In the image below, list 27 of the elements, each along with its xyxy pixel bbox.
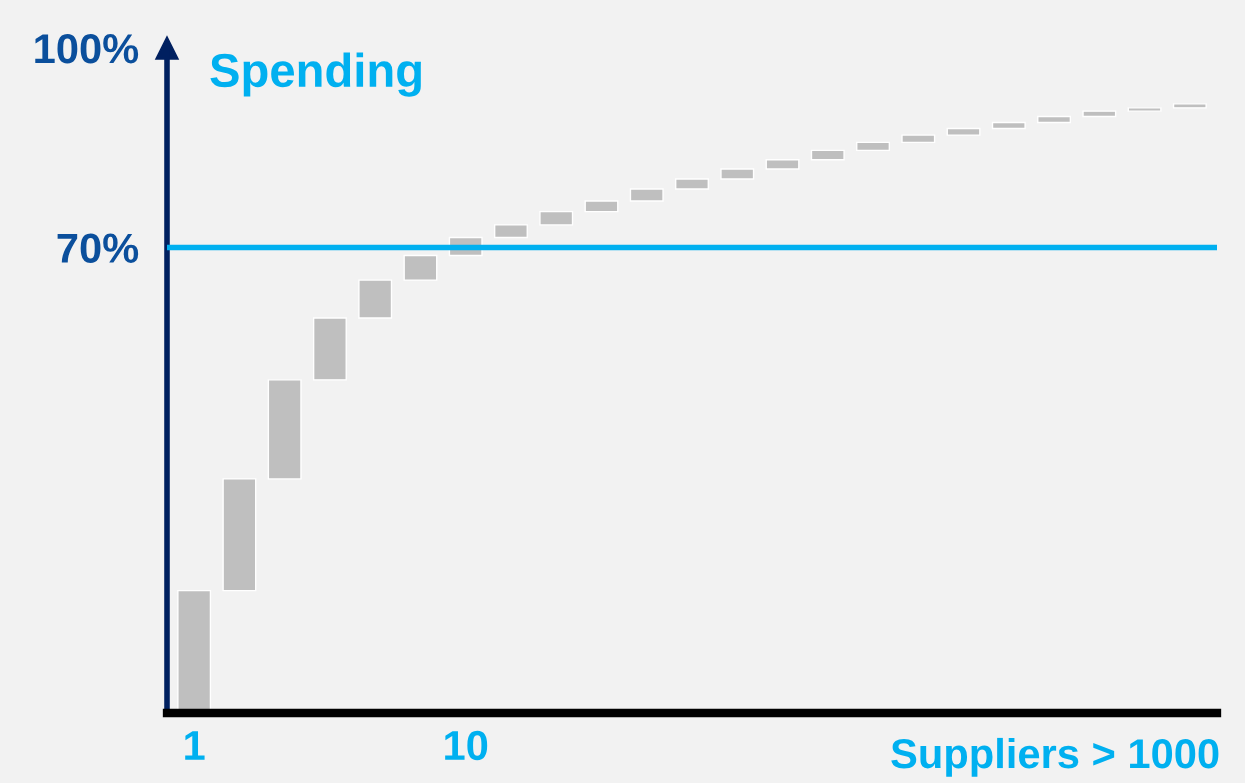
bar [358,279,393,319]
bar [493,224,528,239]
bar [1172,103,1207,109]
bar [765,159,800,170]
bar [1127,107,1162,112]
x-tick-label: 1 [185,731,205,760]
bar [1082,110,1117,118]
x-tick-label: 10 [445,730,488,761]
bar [312,317,347,381]
bar [856,141,891,152]
x-axis-title: Suppliers > 1000 [891,737,1219,777]
bar [720,168,755,180]
bar [1037,115,1072,124]
bar [629,188,664,202]
bar [539,210,574,226]
bar [901,134,936,144]
bar [810,149,845,161]
bar [675,178,709,190]
bar [991,121,1026,130]
bar [222,478,257,592]
bar [267,379,302,480]
bar [403,254,438,281]
y-axis-title: Spending [210,52,421,97]
bar [946,127,981,136]
y-tick-label: 70% [57,233,139,264]
bar [584,200,619,213]
y-tick-label: 100% [35,34,139,64]
